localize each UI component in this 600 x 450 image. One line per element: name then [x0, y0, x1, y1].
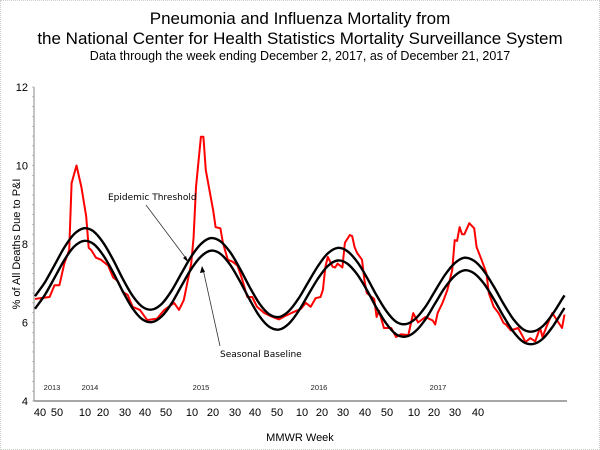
x-tick-label: 50: [160, 407, 172, 419]
y-axis-title: % of All Deaths Due to P&I: [11, 179, 23, 310]
seasonal-baseline-arrowhead: [200, 266, 205, 273]
x-tick-label: 30: [229, 407, 241, 419]
x-tick-label: 30: [119, 407, 131, 419]
year-label: 2015: [193, 383, 210, 392]
x-tick-label: 40: [359, 407, 371, 419]
chart-subtitle: Data through the week ending December 2,…: [90, 49, 510, 63]
x-tick-label: 20: [428, 407, 440, 419]
seasonal-baseline-line: [34, 239, 566, 346]
x-tick-label: 30: [449, 407, 461, 419]
x-tick-label: 50: [271, 407, 283, 419]
y-tick-label: 10: [16, 161, 28, 173]
epidemic-threshold-label: Epidemic Threshold: [108, 193, 197, 203]
x-tick-label: 20: [316, 407, 328, 419]
x-axis-title: MMWR Week: [266, 432, 334, 444]
y-tick-label: 8: [22, 239, 28, 251]
epidemic-threshold-line: [34, 226, 566, 333]
seasonal-baseline-arrow: [202, 268, 221, 347]
seasonal-baseline-label: Seasonal Baseline: [220, 350, 302, 360]
epidemic-threshold-arrow: [145, 204, 189, 262]
y-tick-label: 4: [22, 396, 28, 408]
y-tick-label: 12: [16, 82, 28, 94]
x-tick-label: 20: [207, 407, 219, 419]
x-tick-label: 50: [51, 407, 63, 419]
year-label: 2014: [82, 383, 99, 392]
x-tick-label: 40: [34, 407, 46, 419]
year-label: 2016: [311, 383, 328, 392]
x-tick-label: 10: [79, 407, 91, 419]
x-tick-label: 40: [139, 407, 151, 419]
y-tick-label: 6: [22, 318, 28, 330]
x-tick-label: 40: [472, 407, 484, 419]
x-tick-label: 40: [249, 407, 261, 419]
x-tick-label: 20: [97, 407, 109, 419]
x-tick-label: 10: [296, 407, 308, 419]
x-tick-label: 10: [186, 407, 198, 419]
year-label: 2017: [430, 383, 447, 392]
epidemic-threshold-arrowhead: [183, 256, 188, 262]
x-tick-label: 50: [381, 407, 393, 419]
chart-title-line2: the National Center for Health Statistic…: [37, 29, 562, 48]
year-label: 2013: [44, 383, 61, 392]
chart-title: Pneumonia and Influenza Mortality from: [150, 9, 451, 28]
x-tick-label: 30: [337, 407, 349, 419]
x-tick-label: 10: [408, 407, 420, 419]
pi-mortality-line: [34, 135, 566, 344]
